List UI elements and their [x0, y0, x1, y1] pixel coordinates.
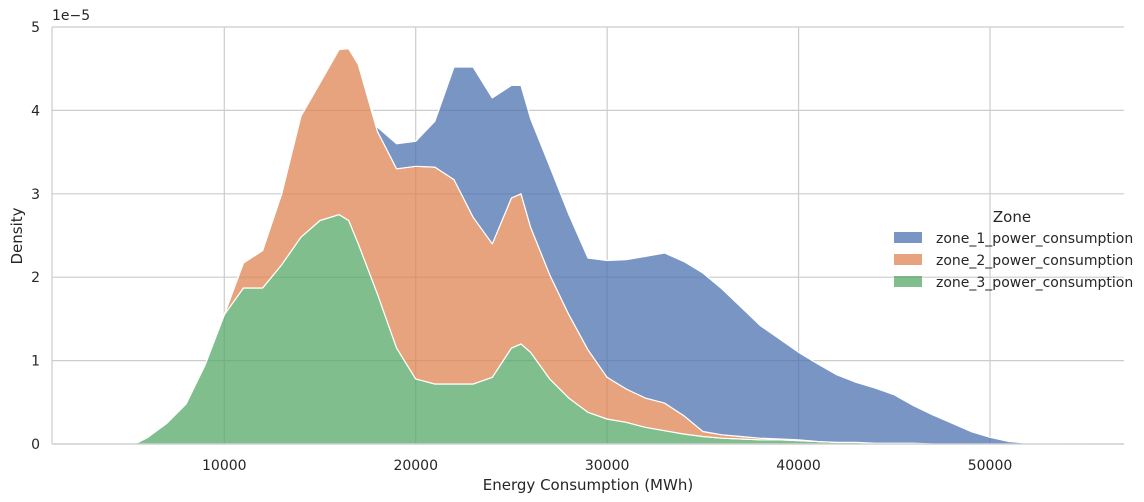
y-offset-label: 1e−5: [52, 8, 90, 24]
y-tick-label: 5: [31, 20, 40, 36]
legend-entry-label: zone_3_power_consumption: [936, 275, 1133, 291]
legend-title: Zone: [993, 208, 1031, 226]
x-tick-label: 30000: [585, 458, 630, 474]
y-tick-label: 0: [31, 437, 40, 453]
x-tick-label: 10000: [202, 458, 247, 474]
y-tick-labels: 0 1 2 3 4 5: [31, 20, 40, 453]
y-tick-label: 2: [31, 270, 40, 286]
legend: Zone zone_1_power_consumption zone_2_powe…: [894, 208, 1133, 291]
legend-swatch: [894, 276, 922, 287]
x-tick-label: 20000: [393, 458, 438, 474]
axes: [51, 27, 1124, 445]
x-tick-label: 50000: [968, 458, 1013, 474]
y-tick-label: 3: [31, 187, 40, 203]
x-tick-labels: 10000 20000 30000 40000 50000: [202, 458, 1012, 474]
y-tick-label: 1: [31, 354, 40, 370]
y-axis-label: Density: [8, 207, 26, 264]
x-tick-label: 40000: [776, 458, 821, 474]
x-axis-label: Energy Consumption (MWh): [483, 476, 693, 494]
y-tick-label: 4: [31, 103, 40, 119]
legend-entry-label: zone_2_power_consumption: [936, 253, 1133, 269]
legend-swatch: [894, 254, 922, 265]
legend-entry-label: zone_1_power_consumption: [936, 231, 1133, 247]
stacked-areas: [80, 48, 1087, 445]
legend-swatch: [894, 232, 922, 243]
